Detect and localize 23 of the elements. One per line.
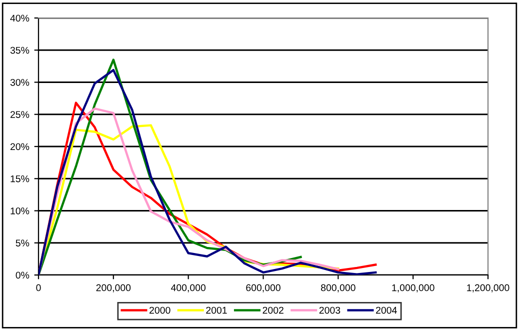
y-tick-label: 20% [10,143,30,150]
x-tick-label: 400,000 [170,284,206,292]
y-tick-label: 15% [10,175,30,182]
x-tick-label: 1,000,000 [392,284,434,292]
y-tick-label: 40% [10,14,30,22]
legend-label: 2003 [319,306,340,314]
y-tick-label: 25% [10,111,30,118]
line-series [38,68,377,275]
y-tick-label: 30% [10,78,30,86]
line-series [38,58,302,275]
x-tick-label: 0 [36,284,41,292]
x-tick-label: 200,000 [96,284,131,292]
y-tick-label: 0% [16,272,30,279]
legend-label: 2004 [376,306,397,314]
legend-label: 2001 [206,306,227,314]
y-tick-label: 5% [16,240,30,246]
y-tick-label: 10% [10,207,30,214]
legend-label: 2000 [150,306,170,314]
x-tick-label: 1,200,000 [467,284,510,292]
y-tick-label: 35% [10,46,30,54]
x-tick-label: 600,000 [246,284,280,292]
x-tick-label: 800,000 [321,284,356,292]
legend-label: 2002 [262,306,284,314]
